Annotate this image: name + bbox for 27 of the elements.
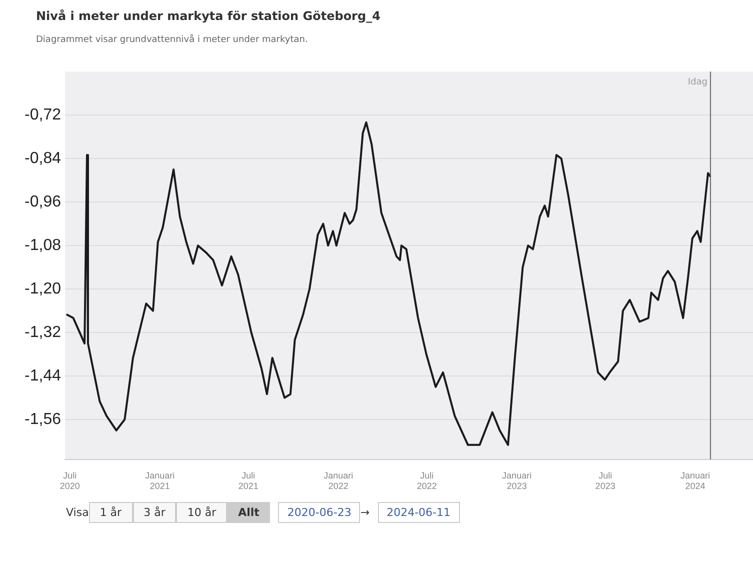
y-tick-label: -1,32 [24, 324, 62, 341]
text: 2020-06-23 [278, 502, 360, 523]
x-tick-label: Januari 2024 [680, 470, 710, 492]
x-tick-label: Januari 2021 [145, 470, 175, 492]
y-tick-label: -1,08 [24, 236, 62, 254]
x-tick-label: Januari 2023 [502, 470, 532, 492]
x-tick-label: Juli 2020 [60, 470, 80, 492]
y-tick-label: -0,72 [24, 106, 62, 124]
ref-line-label: Idag [688, 77, 708, 88]
text: 2024-06-11 [378, 502, 460, 523]
text: → [360, 506, 370, 519]
text: 1 år [88, 502, 133, 523]
x-tick-label: Januari 2022 [324, 470, 354, 492]
x-tick-label: Juli 2022 [416, 470, 437, 492]
x-tick-label: Juli 2023 [595, 470, 616, 492]
chart-title: Nivå i meter under markyta för station Göteborg_4 [36, 9, 380, 23]
text: Allt [227, 502, 270, 523]
y-tick-label: -0,96 [24, 193, 62, 210]
y-tick-label: -1,44 [24, 367, 62, 384]
chart-subtitle: Diagrammet visar grundvattennivå i meter under markytan. [36, 35, 308, 45]
text: Visa [66, 506, 89, 519]
y-tick-label: -1,56 [24, 410, 62, 428]
text: 3 år [132, 502, 176, 523]
x-tick-label: Juli 2021 [238, 470, 258, 492]
y-tick-label: -1,20 [24, 280, 62, 298]
y-tick-label: -0,84 [24, 150, 62, 167]
text: 10 år [176, 502, 228, 523]
